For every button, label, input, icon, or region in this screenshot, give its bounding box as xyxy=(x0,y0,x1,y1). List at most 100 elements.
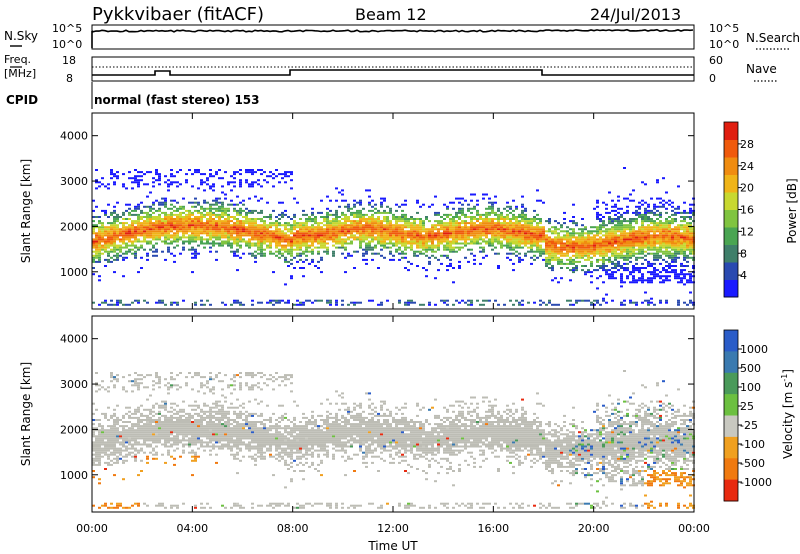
power-cell xyxy=(521,218,524,220)
power-cell xyxy=(491,218,494,220)
velocity-cell xyxy=(116,374,119,377)
power-cell xyxy=(521,209,524,212)
power-cell xyxy=(119,234,122,237)
power-cell xyxy=(413,250,416,253)
velocity-cell xyxy=(101,437,104,440)
power-cell xyxy=(107,222,110,225)
velocity-cell xyxy=(122,455,125,458)
power-cell xyxy=(335,242,338,245)
velocity-cell xyxy=(134,441,137,444)
power-cell xyxy=(125,218,128,220)
power-cell xyxy=(131,187,134,190)
power-cell xyxy=(344,230,347,233)
power-cell xyxy=(137,183,140,186)
power-cell xyxy=(200,230,203,233)
power-cell xyxy=(140,201,143,204)
power-cell xyxy=(140,179,143,182)
power-cell xyxy=(236,228,239,231)
power-cell xyxy=(665,246,668,249)
power-cell xyxy=(353,222,356,225)
power-cell xyxy=(341,228,344,231)
power-cell xyxy=(518,234,521,237)
velocity-cell xyxy=(95,441,98,444)
power-cell xyxy=(230,224,233,227)
power-cell xyxy=(647,228,650,231)
power-cell xyxy=(194,218,197,220)
power-cell xyxy=(653,254,656,257)
velocity-cell xyxy=(149,427,152,430)
power-cell xyxy=(476,218,479,220)
power-cell xyxy=(596,242,599,245)
power-cell xyxy=(491,228,494,231)
power-cell xyxy=(173,220,176,223)
power-cell xyxy=(269,218,272,220)
power-cell xyxy=(449,222,452,225)
power-cell xyxy=(545,242,548,245)
power-cell xyxy=(614,226,617,229)
power-cell xyxy=(233,238,236,241)
colorbar-swatch xyxy=(724,122,738,140)
power-cell xyxy=(614,213,617,216)
power-cell xyxy=(359,246,362,249)
power-cell xyxy=(689,211,692,214)
power-cell xyxy=(314,222,317,225)
power-cell xyxy=(446,205,449,208)
power-cell xyxy=(332,218,335,220)
power-cell xyxy=(338,236,341,239)
power-cell xyxy=(323,224,326,227)
power-cell xyxy=(104,234,107,237)
power-cell xyxy=(404,199,407,202)
power-cell xyxy=(605,240,608,243)
velocity-cell xyxy=(134,416,137,419)
velocity-cell xyxy=(113,441,116,444)
power-cell xyxy=(146,252,149,255)
power-cell xyxy=(209,226,212,229)
power-cell xyxy=(509,222,512,225)
power-cell xyxy=(593,236,596,239)
power-cell xyxy=(404,213,407,216)
power-cell xyxy=(203,228,206,231)
velocity-cell xyxy=(137,441,140,444)
power-cell xyxy=(113,209,116,212)
power-cell xyxy=(176,232,179,235)
power-cell xyxy=(359,203,362,206)
power-cell xyxy=(341,224,344,227)
power-cell xyxy=(110,173,113,176)
power-cell xyxy=(608,275,611,278)
power-cell xyxy=(596,228,599,231)
power-cell xyxy=(191,252,194,255)
power-cell xyxy=(221,240,224,243)
velocity-cell xyxy=(113,461,116,464)
power-cell xyxy=(386,216,389,218)
power-cell xyxy=(107,228,110,231)
velocity-cell xyxy=(146,423,149,426)
power-cell xyxy=(308,238,311,241)
power-cell xyxy=(299,236,302,239)
power-cell xyxy=(95,236,98,239)
power-cell xyxy=(623,238,626,241)
velocity-cell xyxy=(170,416,173,419)
power-cell xyxy=(338,240,341,243)
velocity-cell xyxy=(113,378,116,381)
velocity-cell xyxy=(98,461,101,464)
power-cell xyxy=(572,303,575,306)
velocity-cell xyxy=(104,451,107,454)
power-cell xyxy=(626,226,629,229)
power-cell xyxy=(614,224,617,227)
power-cell xyxy=(572,222,575,225)
power-cell xyxy=(113,228,116,231)
power-cell xyxy=(164,228,167,231)
power-cell xyxy=(233,236,236,239)
velocity-cell xyxy=(101,412,104,415)
velocity-cell xyxy=(101,435,104,438)
power-cell xyxy=(173,246,176,249)
velocity-cell xyxy=(140,447,143,450)
power-cell xyxy=(170,230,173,233)
power-cell xyxy=(635,209,638,212)
velocity-cell xyxy=(161,443,164,446)
power-cell xyxy=(248,252,251,255)
velocity-cell xyxy=(137,425,140,428)
velocity-cell xyxy=(164,431,167,434)
power-cell xyxy=(494,230,497,233)
